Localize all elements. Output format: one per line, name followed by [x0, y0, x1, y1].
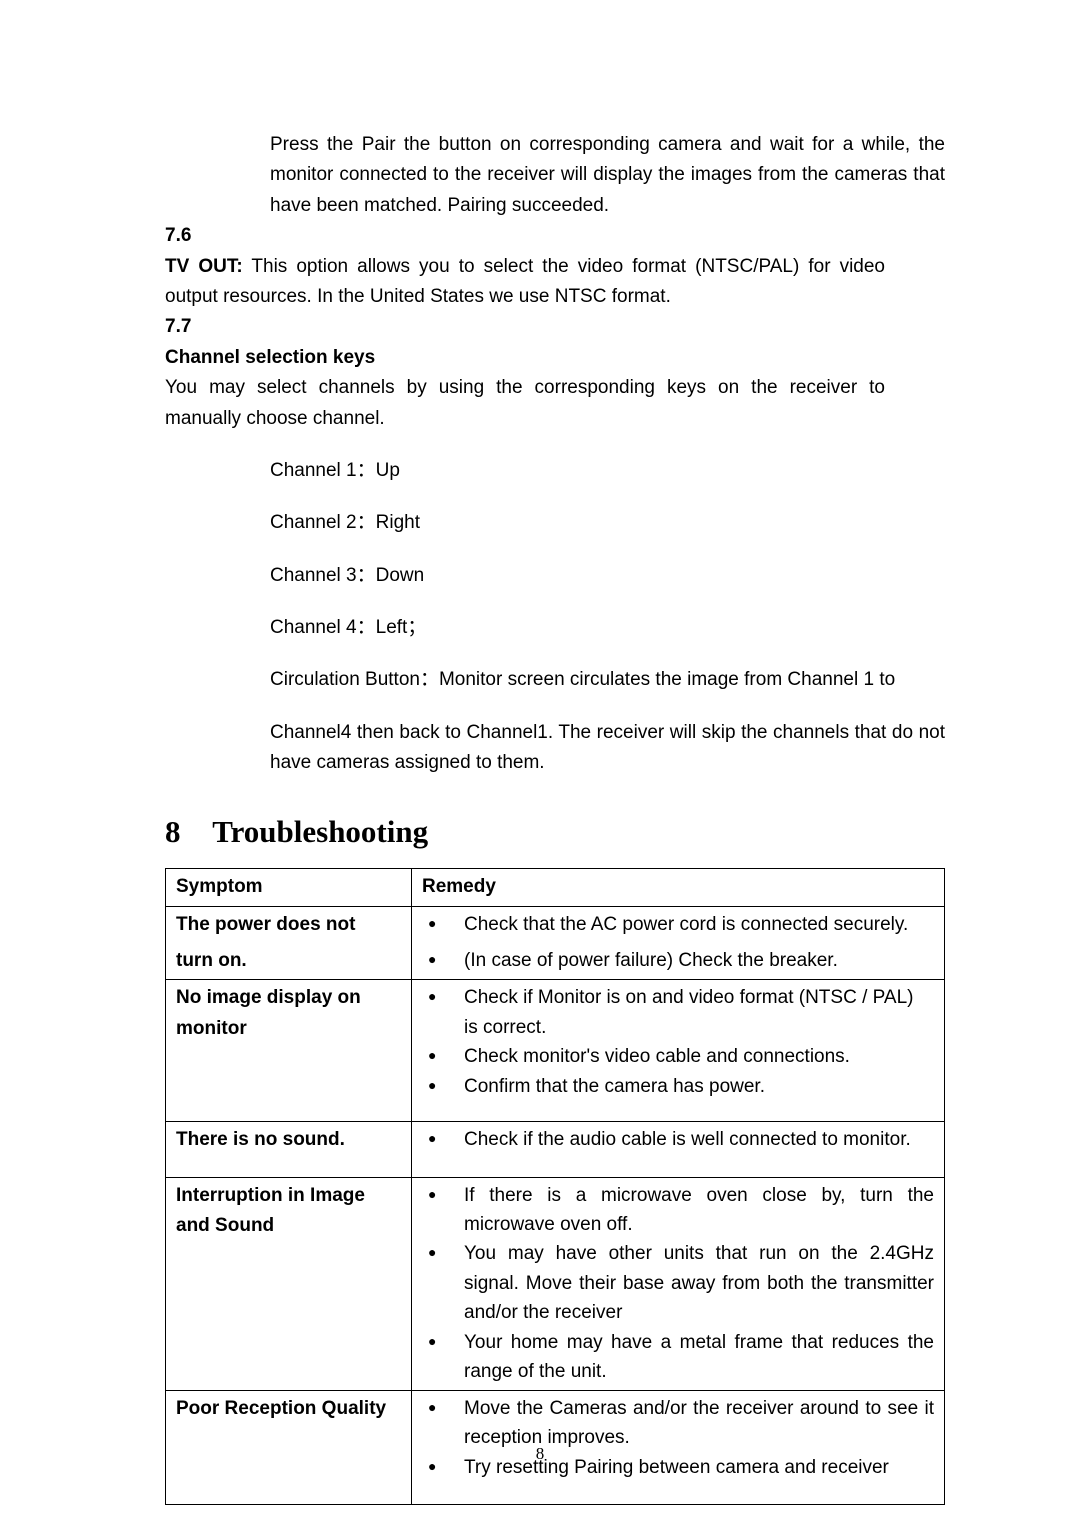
table-row: The power does not Check that the AC pow… — [166, 906, 945, 943]
remedy-list: Move the Cameras and/or the receiver aro… — [422, 1394, 934, 1482]
remedy-item: Your home may have a metal frame that re… — [422, 1328, 934, 1387]
channel-2: Channel 2：Right — [270, 508, 945, 538]
section-body: Channel selection keys You may select ch… — [165, 343, 885, 434]
remedy-cell: (In case of power failure) Check the bre… — [412, 943, 945, 980]
section-7-7: 7.7 Channel selection keys You may selec… — [165, 312, 945, 434]
section-number: 7.7 — [165, 312, 225, 342]
remedy-item: Check monitor's video cable and connecti… — [422, 1042, 934, 1071]
table-row: Interruption in Image and Sound If there… — [166, 1177, 945, 1390]
section-title: TV OUT: — [165, 256, 243, 277]
channel-4: Channel 4：Left； — [270, 613, 945, 643]
remedy-item: (In case of power failure) Check the bre… — [422, 946, 934, 975]
section-text: This option allows you to select the vid… — [165, 256, 885, 307]
remedy-list: Check if Monitor is on and video format … — [422, 983, 934, 1101]
header-remedy: Remedy — [412, 869, 945, 906]
section-number: 7.6 — [165, 221, 225, 251]
remedy-cell: Check if the audio cable is well connect… — [412, 1122, 945, 1177]
channel-3: Channel 3：Down — [270, 561, 945, 591]
table-row: No image display on monitor Check if Mon… — [166, 980, 945, 1122]
remedy-item: Confirm that the camera has power. — [422, 1072, 934, 1101]
section-7-6: 7.6 TV OUT: This option allows you to se… — [165, 221, 945, 312]
circulation-para-1: Circulation Button：Monitor screen circul… — [270, 665, 945, 695]
symptom-cell: turn on. — [166, 943, 412, 980]
table-header-row: Symptom Remedy — [166, 869, 945, 906]
symptom-cell: Interruption in Image and Sound — [166, 1177, 412, 1390]
remedy-item: You may have other units that run on the… — [422, 1239, 934, 1327]
remedy-cell: Check if Monitor is on and video format … — [412, 980, 945, 1122]
heading-number: 8 — [165, 807, 205, 857]
remedy-list: If there is a microwave oven close by, t… — [422, 1181, 934, 1387]
remedy-item-cont: is correct. — [422, 1013, 934, 1042]
symptom-cell: The power does not — [166, 906, 412, 943]
channel-1: Channel 1：Up — [270, 456, 945, 486]
symptom-cell: No image display on monitor — [166, 980, 412, 1122]
remedy-item: Check if Monitor is on and video format … — [422, 983, 934, 1012]
remedy-item: If there is a microwave oven close by, t… — [422, 1181, 934, 1240]
intro-paragraph: Press the Pair the button on correspondi… — [270, 130, 945, 221]
section-text: You may select channels by using the cor… — [165, 377, 885, 428]
troubleshooting-table: Symptom Remedy The power does not Check … — [165, 868, 945, 1505]
remedy-cell: If there is a microwave oven close by, t… — [412, 1177, 945, 1390]
header-symptom: Symptom — [166, 869, 412, 906]
remedy-cell: Check that the AC power cord is connecte… — [412, 906, 945, 943]
heading-text: Troubleshooting — [212, 814, 428, 849]
section-body: TV OUT: This option allows you to select… — [165, 252, 885, 313]
section-title: Channel selection keys — [165, 343, 885, 373]
remedy-list: Check that the AC power cord is connecte… — [422, 910, 934, 939]
symptom-cell: There is no sound. — [166, 1122, 412, 1177]
page-number: 8 — [0, 1440, 1080, 1467]
remedy-item: Check if the audio cable is well connect… — [422, 1125, 934, 1154]
circulation-para-2: Channel4 then back to Channel1. The rece… — [270, 718, 945, 779]
remedy-item: Check that the AC power cord is connecte… — [422, 910, 934, 939]
remedy-list: (In case of power failure) Check the bre… — [422, 946, 934, 975]
heading-8: 8 Troubleshooting — [165, 807, 945, 857]
table-row: turn on. (In case of power failure) Chec… — [166, 943, 945, 980]
table-row: There is no sound. Check if the audio ca… — [166, 1122, 945, 1177]
remedy-list: Check if the audio cable is well connect… — [422, 1125, 934, 1154]
